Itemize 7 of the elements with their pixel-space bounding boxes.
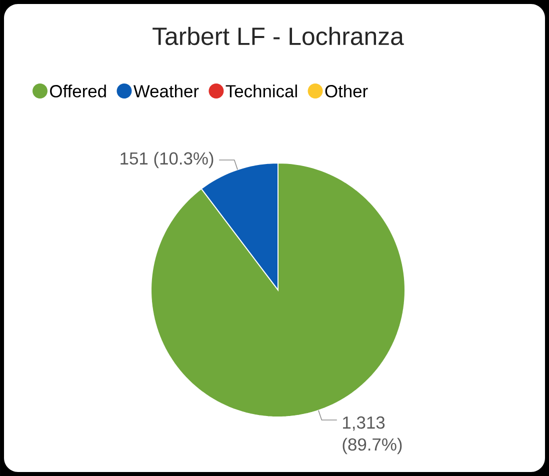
- data-label: 151 (10.3%): [120, 152, 214, 168]
- chart-title: Tarbert LF - Lochranza: [152, 26, 404, 46]
- data-label: 1,313 (89.7%): [342, 416, 402, 454]
- legend-label: Other: [325, 84, 368, 98]
- legend-label: Offered: [50, 84, 106, 98]
- legend-label: Weather: [134, 84, 199, 98]
- legend-label: Technical: [226, 84, 297, 98]
